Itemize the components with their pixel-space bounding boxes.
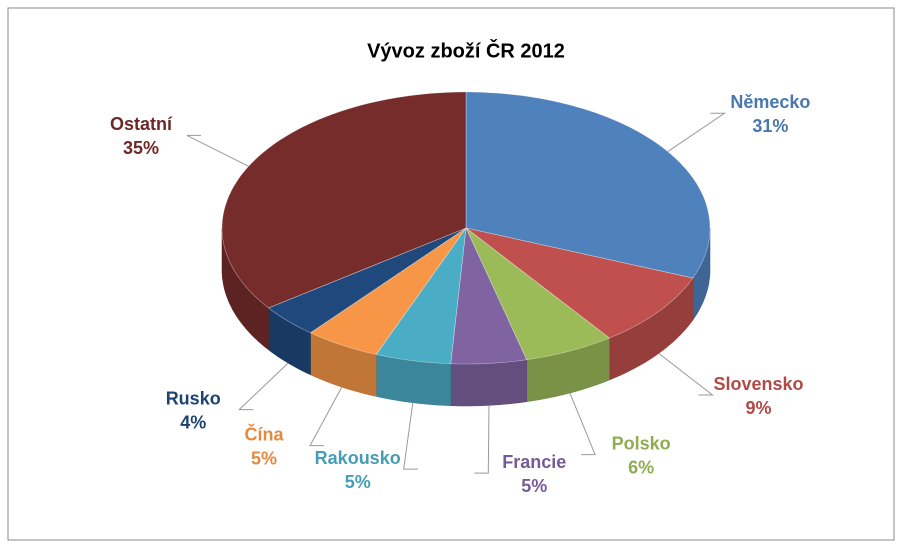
slice-label: Čína: [244, 423, 284, 444]
slice-value-label: 5%: [521, 476, 547, 496]
leader-line: [569, 392, 596, 456]
leader-line: [667, 112, 727, 153]
slice-value-label: 35%: [123, 138, 159, 158]
leader-line: [237, 362, 289, 411]
slice-value-label: 6%: [628, 457, 654, 477]
slice-label: Polsko: [612, 433, 671, 453]
slice-label: Rakousko: [315, 448, 401, 468]
slice-value-label: 9%: [745, 398, 771, 418]
pie-slice: [375, 226, 467, 365]
leader-line: [403, 402, 418, 470]
pie-slice: [465, 227, 610, 361]
slice-value-label: 31%: [752, 116, 788, 136]
pie-slice: [268, 227, 467, 334]
slice-value-label: 5%: [251, 448, 277, 468]
slice-label: Slovensko: [713, 374, 803, 394]
pie-slice: [309, 227, 467, 355]
leader-line: [658, 353, 714, 396]
pie-slice: [450, 226, 528, 365]
slice-label: Francie: [502, 452, 566, 472]
slice-side: [450, 359, 527, 407]
leader-line: [309, 386, 343, 447]
slice-value-label: 5%: [345, 472, 371, 492]
slice-label: Ostatní: [110, 114, 173, 134]
leader-line: [186, 134, 249, 167]
slice-label: Rusko: [166, 388, 221, 408]
slice-value-label: 4%: [180, 412, 206, 432]
pie-slice: [465, 227, 694, 339]
slice-label: Německo: [730, 92, 810, 112]
chart-title: Vývoz zboží ČR 2012: [367, 38, 565, 62]
leader-line: [474, 405, 490, 474]
